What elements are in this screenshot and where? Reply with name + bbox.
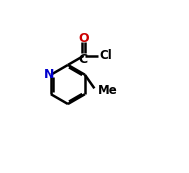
Text: C: C xyxy=(79,53,88,66)
Text: Me: Me xyxy=(98,84,118,97)
Text: O: O xyxy=(78,32,89,45)
Text: N: N xyxy=(44,68,54,81)
Text: Cl: Cl xyxy=(99,49,112,62)
